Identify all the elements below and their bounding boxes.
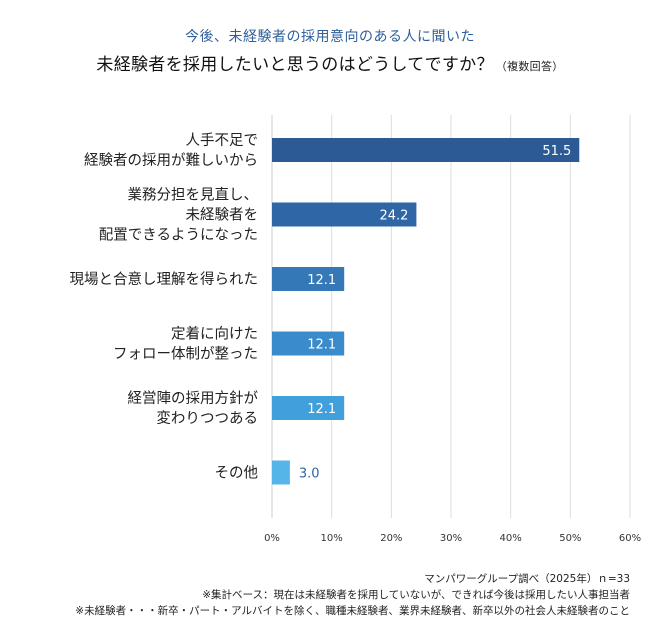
chart-title-text: 未経験者を採用したいと思うのはどうしてですか？ xyxy=(96,55,494,75)
category-label: 経営陣の採用方針が xyxy=(128,390,259,407)
data-label: 51.5 xyxy=(542,144,571,159)
chart-title: 未経験者を採用したいと思うのはどうしてですか？ （複数回答） xyxy=(0,50,660,75)
chart-subtitle: 今後、未経験者の採用意向のある人に聞いた xyxy=(185,29,475,45)
category-label: フォロー体制が整った xyxy=(113,346,258,363)
source-note: マンパワーグループ調べ（2025年）ｎ=33 xyxy=(424,573,630,585)
bar xyxy=(272,460,290,485)
bar xyxy=(272,267,345,291)
base-note: ※集計ベース：現在は未経験者を採用していないが、できれば今後は採用したい人事担当… xyxy=(202,589,630,601)
category-label: 業務分担を見直し、 xyxy=(128,187,259,204)
data-label: 24.2 xyxy=(379,209,408,224)
x-tick-label: 60% xyxy=(619,533,641,544)
bar xyxy=(272,331,345,356)
bar xyxy=(272,396,345,420)
bar xyxy=(272,202,417,227)
category-label: 定着に向けた xyxy=(171,326,258,343)
data-label: 12.1 xyxy=(307,338,336,353)
category-label: 配置できるようになった xyxy=(99,227,258,244)
category-label: 現場と合意し理解を得られた xyxy=(70,270,259,288)
x-tick-label: 0% xyxy=(264,533,280,544)
bar xyxy=(272,138,580,162)
category-label: その他 xyxy=(215,465,259,482)
data-label: 3.0 xyxy=(299,467,320,482)
category-label: 未経験者を xyxy=(186,207,259,224)
x-tick-label: 10% xyxy=(321,533,343,544)
data-label: 12.1 xyxy=(307,402,336,417)
x-tick-label: 30% xyxy=(440,533,462,544)
definition-note: ※未経験者・・・新卒・パート・アルバイトを除く、職種未経験者、業界未経験者、新卒… xyxy=(75,605,630,617)
chart-title-note: （複数回答） xyxy=(495,60,564,73)
data-label: 12.1 xyxy=(307,273,336,288)
category-label: 経験者の採用が難しいから xyxy=(84,152,258,169)
category-label: 人手不足で xyxy=(186,132,259,149)
x-tick-label: 20% xyxy=(380,533,402,544)
category-label: 変わりつつある xyxy=(156,410,258,427)
x-tick-label: 50% xyxy=(559,533,581,544)
x-tick-label: 40% xyxy=(500,533,522,544)
